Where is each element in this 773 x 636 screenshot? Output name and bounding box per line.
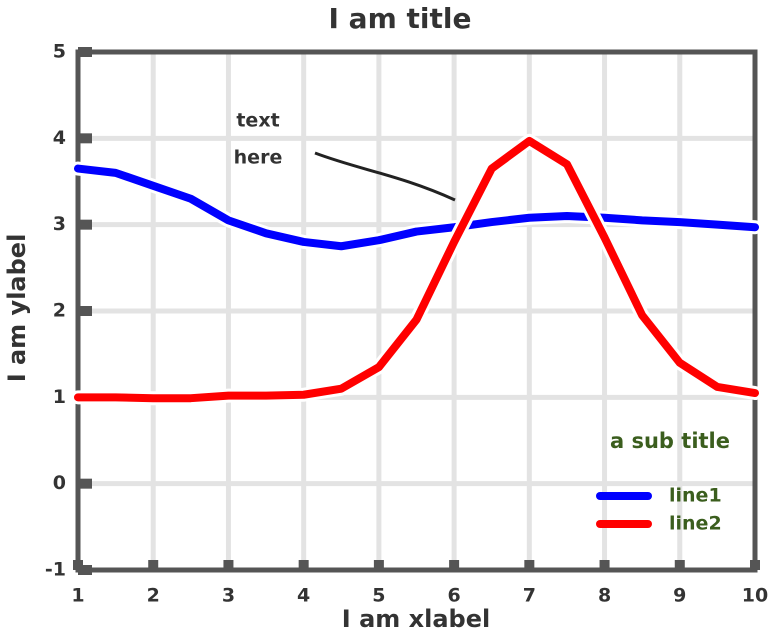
y-tick [78, 219, 92, 230]
annotation-arrow [314, 151, 456, 202]
y-tick [78, 133, 92, 144]
x-axis-label: I am xlabel [342, 605, 490, 633]
x-tick [223, 560, 234, 570]
x-tick-label: 5 [372, 585, 385, 607]
x-tick [524, 560, 535, 570]
y-tick-label: 0 [53, 472, 66, 494]
x-tick-label: 9 [673, 585, 686, 607]
x-tick-label: 3 [222, 585, 235, 607]
x-tick [373, 560, 384, 570]
y-tick [78, 306, 92, 316]
y-axis-label: I am ylabel [3, 234, 31, 383]
y-tick [78, 478, 92, 489]
x-tick-label: 6 [447, 585, 460, 607]
legend-title: a sub title [610, 429, 730, 453]
legend-label: line1 [669, 485, 722, 507]
line-halo [71, 133, 762, 406]
y-tick-label: 5 [53, 41, 66, 63]
x-tick-label: 10 [742, 585, 768, 607]
chart-title: I am title [329, 2, 472, 35]
line [74, 136, 759, 403]
x-tick [148, 560, 159, 570]
y-tick-label: -1 [45, 559, 66, 581]
legend-label: line2 [669, 513, 722, 535]
x-tick [599, 560, 610, 570]
x-tick [674, 560, 685, 570]
annotation: here [234, 147, 283, 169]
x-tick-label: 8 [598, 585, 611, 607]
x-tick [298, 560, 309, 570]
x-tick-label: 7 [523, 585, 536, 607]
x-tick-label: 1 [71, 585, 84, 607]
annotation: text [236, 110, 279, 132]
x-tick-label: 4 [297, 585, 310, 607]
y-tick-label: 2 [53, 300, 66, 322]
line [74, 164, 759, 251]
y-tick-label: 3 [53, 213, 66, 235]
plot-frame [75, 49, 758, 573]
y-tick-label: 4 [53, 127, 66, 149]
x-tick [449, 560, 460, 570]
y-tick-label: 1 [53, 386, 66, 408]
x-tick-label: 2 [147, 585, 160, 607]
